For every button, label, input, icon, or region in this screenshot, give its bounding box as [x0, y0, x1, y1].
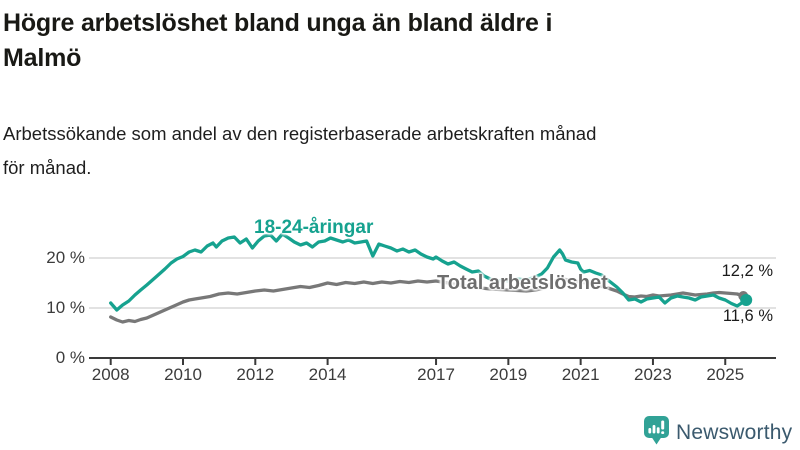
x-tick-label: 2017	[417, 365, 455, 384]
x-tick-label: 2010	[164, 365, 202, 384]
line-total	[109, 276, 745, 324]
chart-subtitle-line1: Arbetssökande som andel av den registerb…	[3, 123, 597, 144]
y-tick-label: 10 %	[46, 298, 85, 317]
page-title: Högre arbetslöshet bland unga än bland ä…	[3, 6, 783, 76]
x-tick-label: 2023	[634, 365, 672, 384]
x-tick-label: 2025	[706, 365, 745, 384]
x-tick-label: 2008	[91, 365, 130, 384]
newsworthy-logo-text: Newsworthy	[676, 421, 793, 444]
line-youth	[109, 232, 748, 312]
end-dot-youth	[740, 294, 753, 306]
x-tick-label: 2019	[489, 365, 528, 384]
end-value-label-youth: 11,6 %	[722, 307, 773, 325]
y-tick-label: 20 %	[46, 248, 85, 267]
newsworthy-chart-bubble-icon	[644, 416, 669, 450]
y-tick-label: 0 %	[55, 348, 85, 367]
end-value-label-total: 12,2 %	[721, 262, 773, 280]
series-label-total: Total arbetslöshet	[437, 272, 608, 294]
x-tick-label: 2014	[308, 365, 347, 384]
chart-subtitle-line2: för månad.	[3, 157, 92, 178]
chart-subtitle: Arbetssökande som andel av den registerb…	[3, 117, 793, 185]
x-tick-label: 2021	[561, 365, 600, 384]
newsworthy-logo: Newsworthy	[644, 416, 792, 450]
page-title-line1: Högre arbetslöshet bland unga än bland ä…	[3, 9, 553, 37]
page-title-line2: Malmö	[3, 44, 82, 72]
x-tick-label: 2012	[236, 365, 275, 384]
series-label-youth: 18-24-åringar	[254, 217, 374, 238]
